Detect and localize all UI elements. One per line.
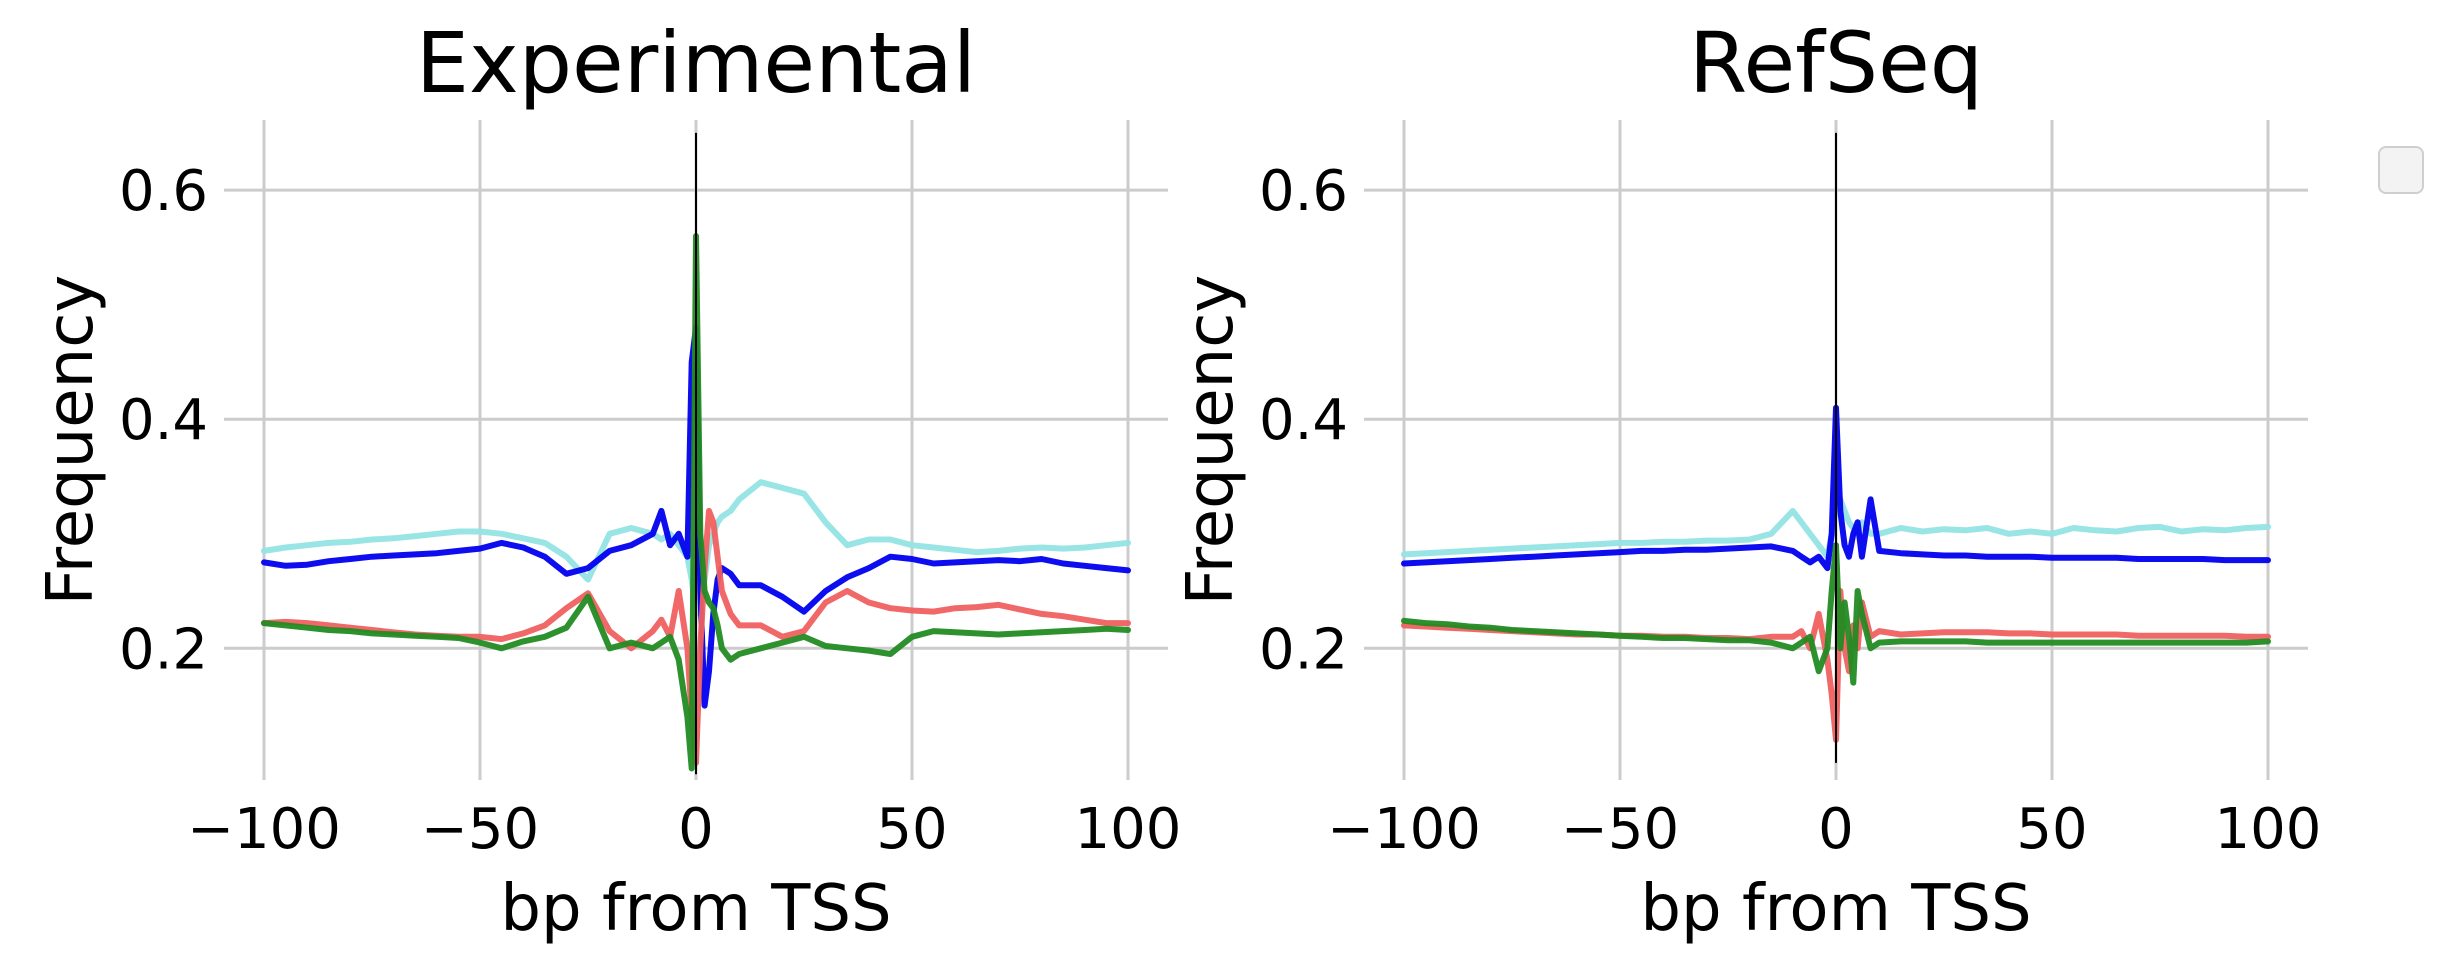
chart-panel-2: −100 −50 0 50 100 0.2 0.4 0.6 RefSeq bp from TSS F… (1174, 14, 2321, 946)
chart-title: RefSeq (1689, 14, 1983, 112)
x-tick-label: −100 (187, 797, 341, 862)
x-tick-label: 50 (876, 797, 947, 862)
x-tick-label: 100 (2215, 797, 2322, 862)
series-line-2 (1401, 404, 2271, 572)
x-tick-label: 0 (678, 797, 714, 862)
x-tick-label: 0 (1818, 797, 1854, 862)
chart-title: Experimental (416, 14, 976, 112)
y-axis-label: Frequency (1174, 275, 1248, 606)
chart-panel-1: −100 −50 0 50 100 0.2 0.4 0.6 Experimental bp fro… (34, 14, 1181, 946)
x-tick-label: −50 (1561, 797, 1679, 862)
y-tick-label: 0.4 (1259, 388, 1348, 453)
x-tick-label: 100 (1075, 797, 1182, 862)
x-tick-label: −100 (1327, 797, 1481, 862)
series-line-2 (261, 324, 1131, 709)
x-axis-label: bp from TSS (500, 872, 891, 946)
x-axis-label: bp from TSS (1640, 872, 2031, 946)
y-tick-label: 0.2 (1259, 617, 1348, 682)
y-tick-label: 0.6 (1259, 159, 1348, 224)
y-tick-label: 0.2 (119, 617, 208, 682)
series-line-4 (261, 233, 1131, 772)
y-axis-label: Frequency (34, 275, 108, 606)
series-line-4 (1401, 542, 2271, 686)
x-tick-label: −50 (421, 797, 539, 862)
y-tick-label: 0.4 (119, 388, 208, 453)
y-tick-label: 0.6 (119, 159, 208, 224)
legend-box (2378, 146, 2424, 194)
x-tick-label: 50 (2016, 797, 2087, 862)
